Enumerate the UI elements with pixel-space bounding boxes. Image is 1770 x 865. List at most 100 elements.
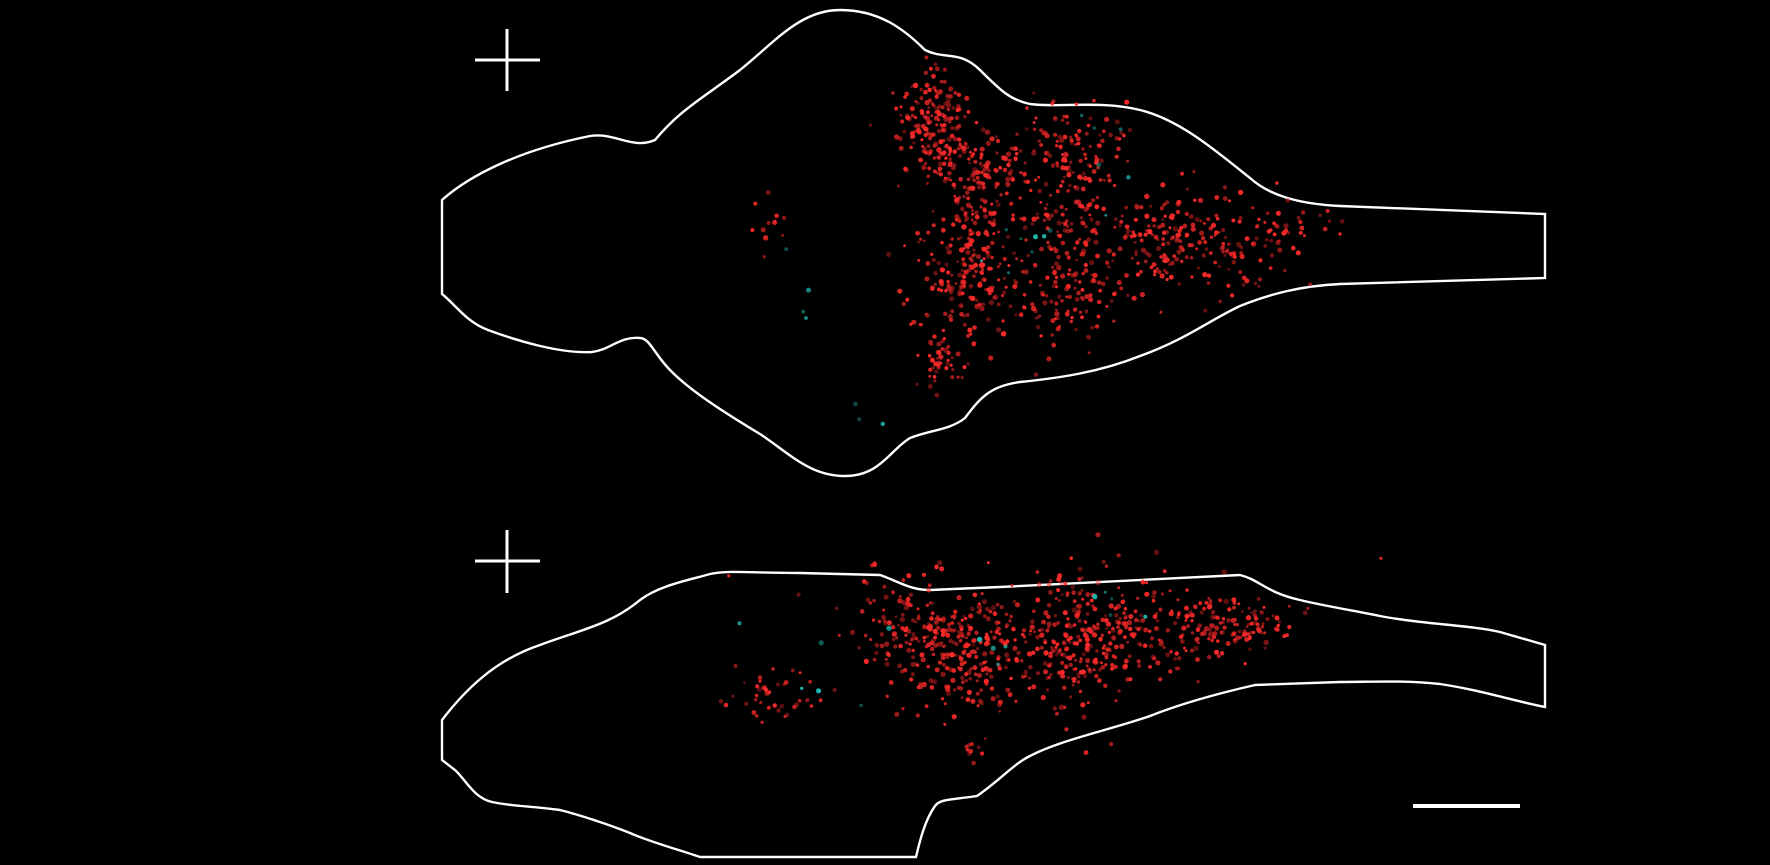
red-cell [1163, 214, 1167, 218]
red-cell [1062, 228, 1067, 233]
red-cell [1062, 610, 1068, 616]
red-cell [1230, 293, 1235, 298]
red-cell [960, 675, 965, 681]
red-cell [1126, 293, 1130, 298]
red-cell [924, 312, 928, 316]
red-cell [1161, 218, 1165, 221]
red-cell [946, 103, 952, 108]
red-cell [988, 610, 993, 614]
red-cell [1050, 318, 1056, 324]
red-cell [942, 67, 947, 72]
red-cell [1206, 654, 1212, 660]
red-cell [985, 176, 990, 180]
red-cell [975, 175, 980, 180]
red-cell [849, 629, 856, 636]
red-cell [978, 662, 984, 667]
red-cell [1251, 242, 1255, 246]
red-cell [1208, 226, 1214, 231]
red-cell [1059, 204, 1064, 209]
red-cell [960, 696, 964, 699]
red-cell [926, 635, 930, 639]
red-cell [915, 123, 921, 129]
red-cell [1060, 212, 1065, 217]
red-cell [983, 172, 988, 178]
red-cell [930, 284, 936, 290]
red-cell [1001, 245, 1005, 249]
red-cell [978, 180, 983, 185]
red-cell [1127, 654, 1132, 659]
red-cell [1026, 253, 1031, 258]
red-cell [1035, 597, 1041, 603]
red-cell [953, 198, 959, 203]
red-cell [952, 614, 957, 619]
red-cell [899, 616, 905, 623]
red-cell [914, 100, 918, 103]
red-cell [1162, 202, 1166, 207]
red-cell [972, 248, 976, 252]
red-cell [1057, 324, 1062, 329]
red-cell [897, 663, 902, 669]
red-cell [1096, 299, 1102, 305]
red-cell [924, 704, 929, 709]
red-cell [925, 110, 930, 115]
red-cell [1115, 619, 1120, 625]
red-cell [926, 144, 931, 149]
red-cell [929, 640, 935, 646]
red-cell [1032, 121, 1036, 124]
red-cell [908, 642, 912, 646]
red-cell [1221, 242, 1226, 246]
red-cell [1110, 663, 1114, 667]
red-cell [985, 607, 990, 612]
red-cell [1113, 225, 1117, 229]
red-cell [1140, 247, 1146, 253]
red-cell [934, 94, 939, 99]
red-cell [1257, 277, 1263, 282]
red-cell [1202, 606, 1207, 611]
red-cell [941, 328, 946, 333]
red-cell [997, 278, 1001, 282]
red-cell [1168, 226, 1172, 230]
red-cell [1207, 633, 1212, 637]
red-cell [974, 210, 979, 216]
red-cell [1158, 677, 1163, 682]
red-cell [972, 220, 978, 226]
red-cell [1112, 292, 1117, 297]
red-cell [1204, 247, 1209, 251]
red-cell [1021, 216, 1027, 222]
red-cell [891, 590, 896, 595]
cyan-cell [1019, 237, 1023, 241]
red-cell [1196, 679, 1200, 684]
cross-icon [475, 530, 540, 593]
red-cell [961, 650, 967, 655]
red-cell [933, 141, 939, 147]
red-cell [1208, 251, 1213, 256]
red-cell [1012, 645, 1018, 651]
red-cell [1085, 601, 1091, 606]
red-cell [941, 217, 946, 222]
red-cell [986, 167, 989, 170]
red-cell [1123, 616, 1128, 620]
red-cell [1081, 147, 1085, 151]
red-cell [940, 655, 945, 661]
red-cell [1116, 625, 1120, 629]
red-cell [946, 350, 951, 355]
red-cell [1134, 252, 1138, 257]
red-cell [1136, 627, 1141, 632]
red-cell [1261, 622, 1265, 626]
red-cell [1095, 220, 1101, 226]
red-cell [935, 625, 940, 630]
red-cell [1042, 157, 1048, 163]
red-cell [1063, 664, 1069, 670]
red-cell [727, 574, 731, 578]
red-cell [937, 89, 943, 95]
red-cell [977, 302, 982, 307]
red-cell [1029, 188, 1033, 193]
red-cell [1060, 179, 1065, 184]
red-cell [1136, 596, 1140, 600]
red-cell [1004, 652, 1010, 658]
red-cell [1231, 260, 1236, 265]
red-cell [1086, 334, 1092, 340]
red-cell [1159, 273, 1165, 279]
red-cell [1057, 599, 1061, 602]
red-cell [1009, 676, 1013, 681]
